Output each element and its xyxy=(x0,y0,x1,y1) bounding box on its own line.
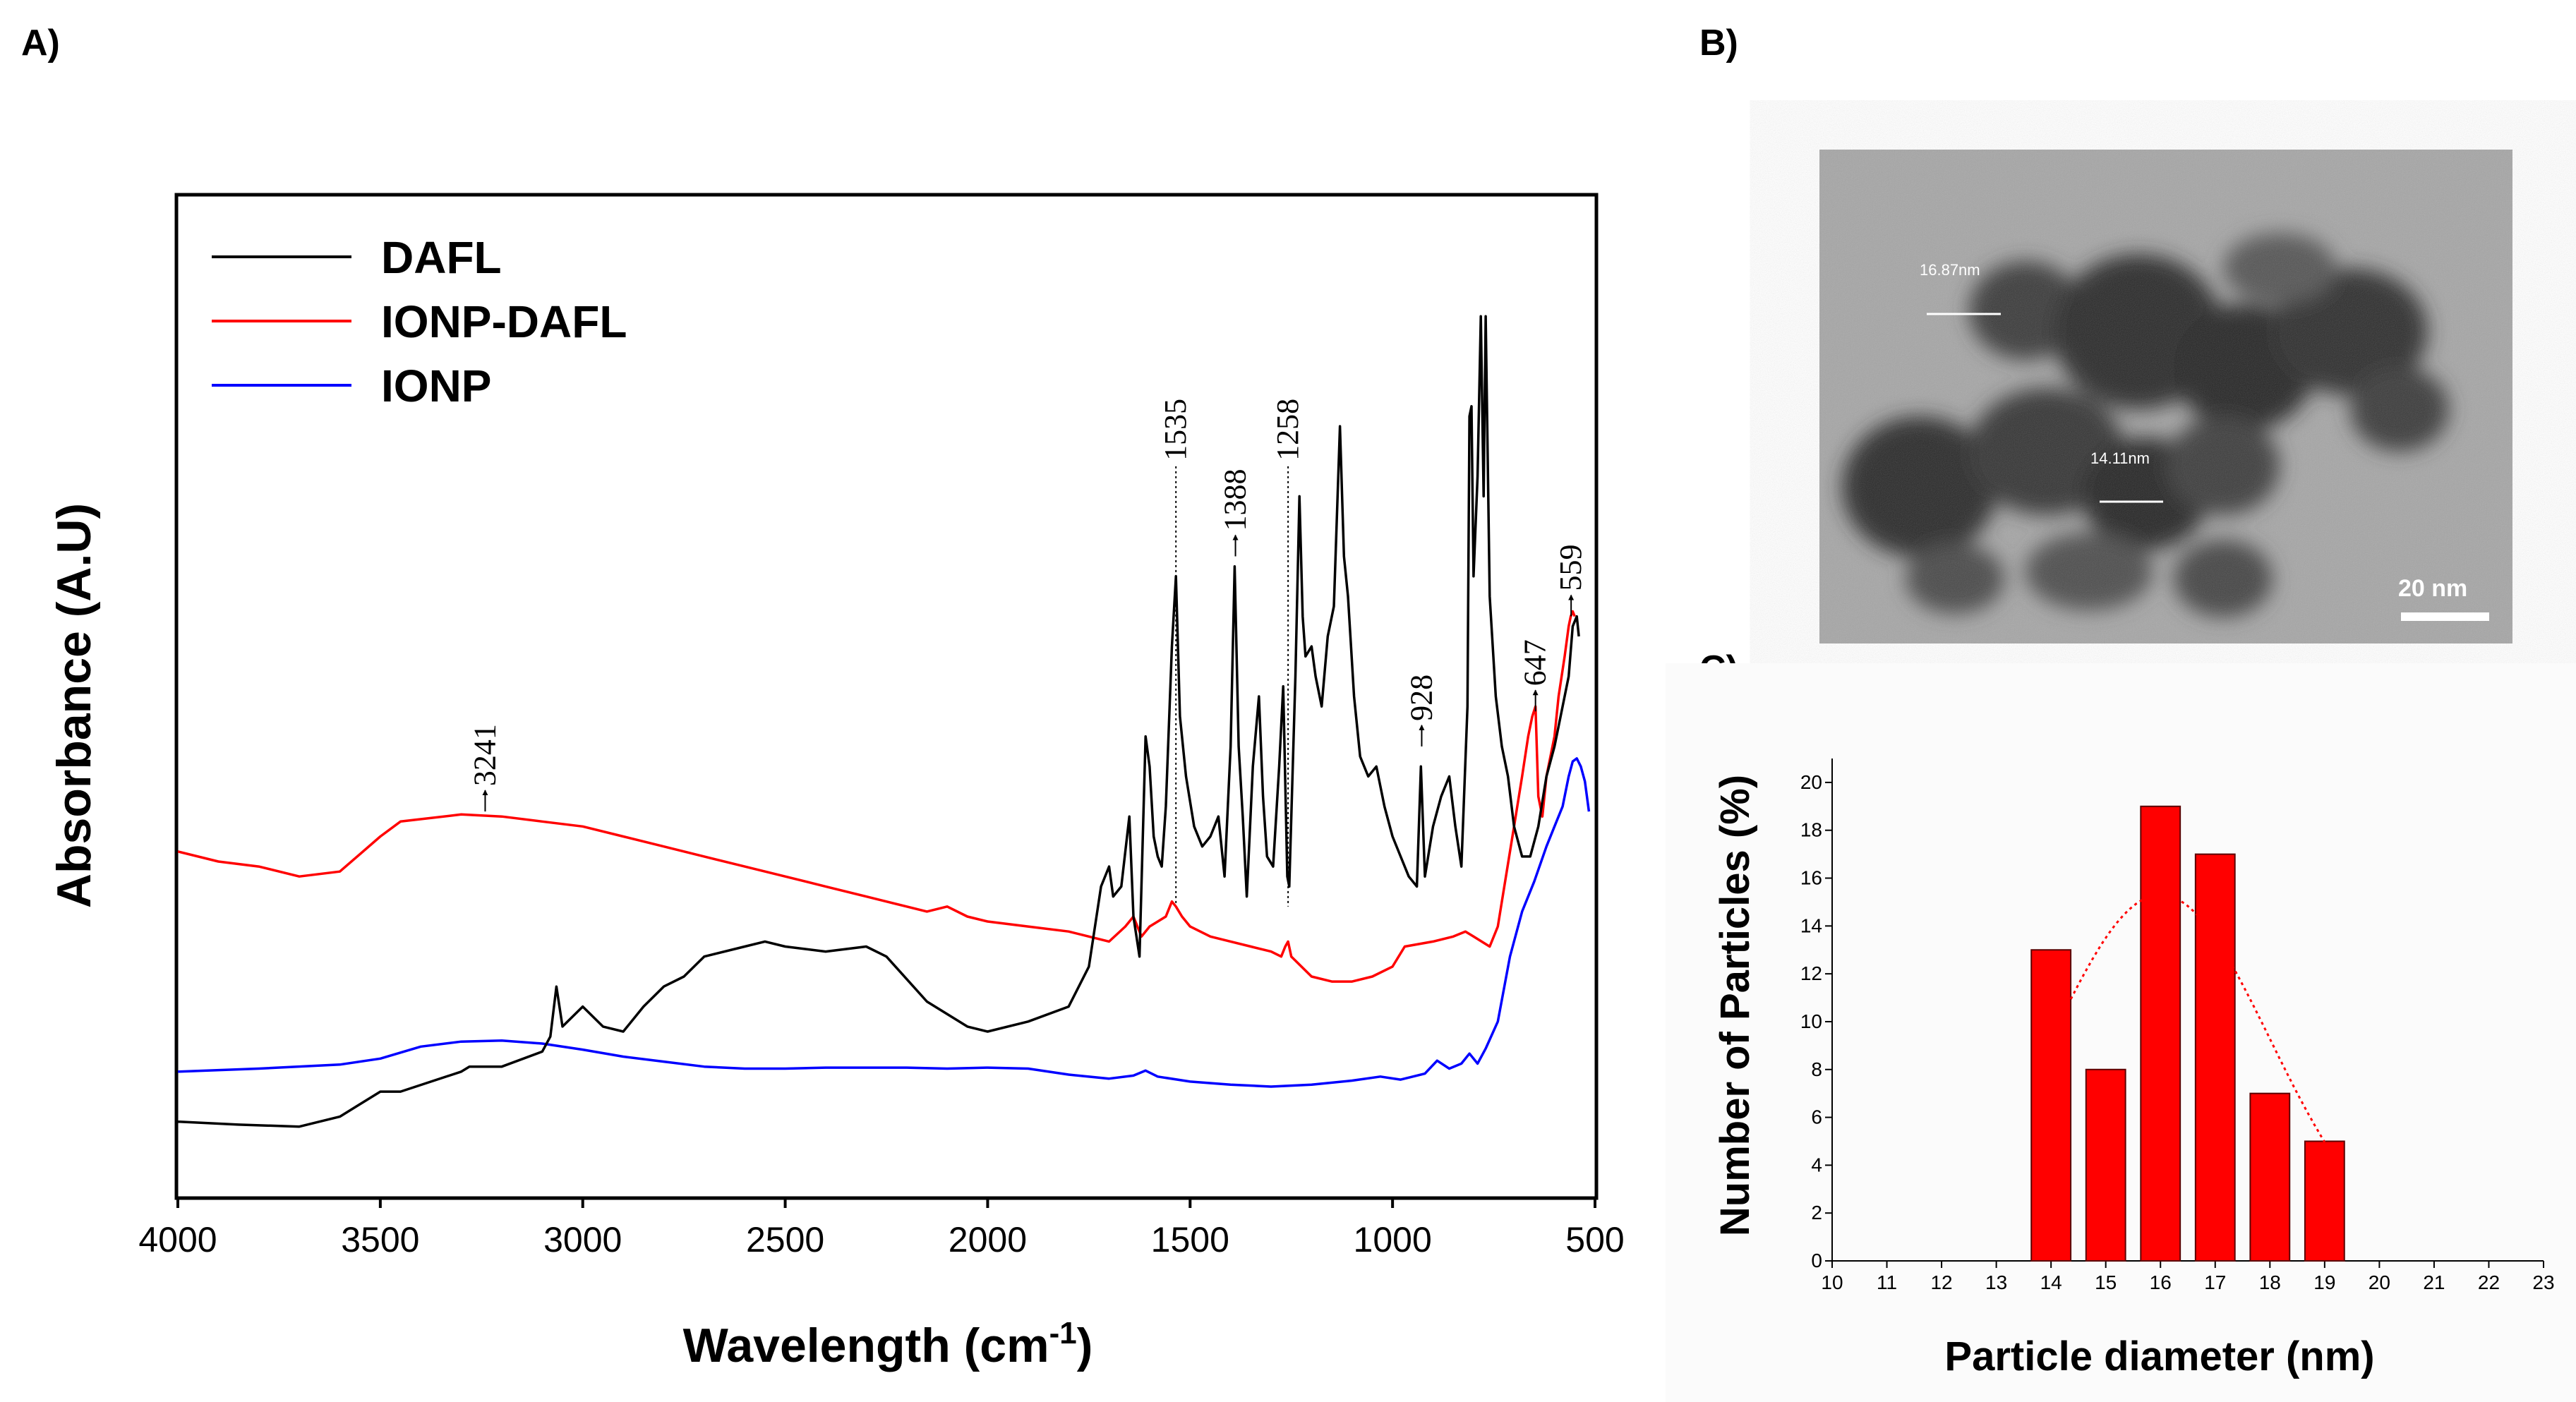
tem-scale-bar xyxy=(2401,612,2489,621)
tem-measure-label-1: 16.87nm xyxy=(1920,261,1980,279)
size-bar xyxy=(2304,1140,2345,1262)
size-x-tick-label: 12 xyxy=(1930,1271,1952,1293)
panel-label-a: A) xyxy=(21,23,60,64)
panel-label-b: B) xyxy=(1699,23,1738,64)
peak-label: 559 xyxy=(1553,545,1588,591)
ftir-peak-labels: 3241 1535 1388 1258 928 647 559 xyxy=(467,399,1588,812)
peak-label: 1388 xyxy=(1218,469,1253,531)
ftir-chart: 4000 3500 3000 2500 2000 1500 1000 500 3241 1535… xyxy=(47,193,1625,1372)
size-y-tick-label: 20 xyxy=(1800,771,1822,793)
ftir-x-tick-label: 3000 xyxy=(543,1220,622,1259)
series-line-ionp-dafl xyxy=(178,610,1576,983)
tem-image-panel: 16.87nm 14.11nm 20 nm xyxy=(1819,150,2512,643)
ftir-y-axis-title: Absorbance (A.U) xyxy=(47,503,101,908)
size-x-tick-label: 18 xyxy=(2259,1271,2281,1293)
size-chart-axes: 0 2 4 6 8 10 12 14 16 18 20 10 11 12 13 14 15 16 17 18 19 20 2… xyxy=(1800,759,2555,1293)
ftir-x-tick-label: 3500 xyxy=(341,1220,419,1259)
legend-label-ionp: IONP xyxy=(381,361,491,411)
legend-label-dafl: DAFL xyxy=(381,232,502,283)
size-y-tick-label: 0 xyxy=(1811,1250,1822,1271)
ftir-x-tick-label: 2000 xyxy=(949,1220,1027,1259)
peak-label: 1258 xyxy=(1270,399,1305,461)
ftir-x-tick-label: 2500 xyxy=(746,1220,824,1259)
size-x-axis-title: Particle diameter (nm) xyxy=(1944,1334,2374,1379)
size-y-tick-label: 8 xyxy=(1811,1058,1822,1080)
ftir-x-tick-label: 1500 xyxy=(1151,1220,1229,1259)
size-y-tick-label: 16 xyxy=(1800,867,1822,889)
size-y-axis-title: Number of Particles (%) xyxy=(1712,775,1758,1236)
peak-label: 647 xyxy=(1518,639,1553,686)
size-x-tick-label: 15 xyxy=(2095,1271,2117,1293)
size-x-tick-label: 19 xyxy=(2313,1271,2335,1293)
size-x-tick-label: 11 xyxy=(1877,1271,1897,1293)
ftir-x-tick-label: 4000 xyxy=(138,1220,217,1259)
size-distribution-chart: 0 2 4 6 8 10 12 14 16 18 20 10 11 12 13 14 15 16 17 18 19 20 2… xyxy=(1666,663,2576,1402)
legend-label-ionp-dafl: IONP-DAFL xyxy=(381,296,627,347)
series-line-ionp xyxy=(178,757,1591,1088)
size-y-tick-label: 6 xyxy=(1811,1106,1822,1128)
size-x-tick-label: 16 xyxy=(2150,1271,2172,1293)
size-bar xyxy=(2249,1092,2291,1262)
ftir-x-axis-title-close: ) xyxy=(1077,1319,1093,1372)
size-chart-bars xyxy=(2030,805,2345,1262)
size-y-tick-label: 4 xyxy=(1811,1154,1822,1176)
ftir-x-tick-label: 1000 xyxy=(1354,1220,1432,1259)
size-x-tick-label: 21 xyxy=(2423,1271,2445,1293)
size-bar xyxy=(2194,853,2236,1262)
ftir-x-axis-title-superscript: -1 xyxy=(1049,1316,1077,1350)
size-y-tick-label: 12 xyxy=(1800,962,1822,984)
series-line-dafl xyxy=(178,315,1580,1128)
tem-image-grain xyxy=(1819,150,2512,643)
ftir-legend: DAFL IONP-DAFL IONP xyxy=(212,232,627,411)
size-y-tick-label: 14 xyxy=(1800,914,1822,936)
size-x-tick-label: 23 xyxy=(2532,1271,2554,1293)
size-bar xyxy=(2030,949,2072,1262)
size-x-tick-label: 17 xyxy=(2204,1271,2226,1293)
size-x-tick-label: 10 xyxy=(1821,1271,1843,1293)
size-y-tick-label: 10 xyxy=(1800,1010,1822,1032)
ftir-peak-guides xyxy=(1175,466,1289,907)
size-y-tick-label: 2 xyxy=(1811,1202,1822,1223)
tem-measure-label-2: 14.11nm xyxy=(2090,449,2150,467)
ftir-plot-frame xyxy=(174,193,1599,1200)
ftir-x-axis-title: Wavelength (cm-1) xyxy=(683,1316,1093,1372)
size-x-tick-label: 22 xyxy=(2478,1271,2500,1293)
tem-scale-bar-label: 20 nm xyxy=(2398,575,2467,602)
ftir-x-ticks: 4000 3500 3000 2500 2000 1500 1000 500 xyxy=(138,1197,1625,1259)
size-bar xyxy=(2085,1068,2126,1262)
peak-label: 3241 xyxy=(467,724,502,786)
size-fit-curve xyxy=(2050,893,2326,1143)
size-x-tick-label: 20 xyxy=(2369,1271,2390,1293)
ftir-x-axis-title-main: Wavelength (cm xyxy=(683,1319,1049,1372)
size-y-tick-label: 18 xyxy=(1800,819,1822,841)
ftir-x-tick-label: 500 xyxy=(1565,1220,1624,1259)
peak-label: 928 xyxy=(1404,675,1438,721)
peak-label: 1535 xyxy=(1158,399,1193,461)
size-x-tick-label: 13 xyxy=(1985,1271,2007,1293)
size-chart-background xyxy=(1666,663,2576,1402)
size-bar xyxy=(2140,805,2181,1262)
size-x-tick-label: 14 xyxy=(2040,1271,2062,1293)
